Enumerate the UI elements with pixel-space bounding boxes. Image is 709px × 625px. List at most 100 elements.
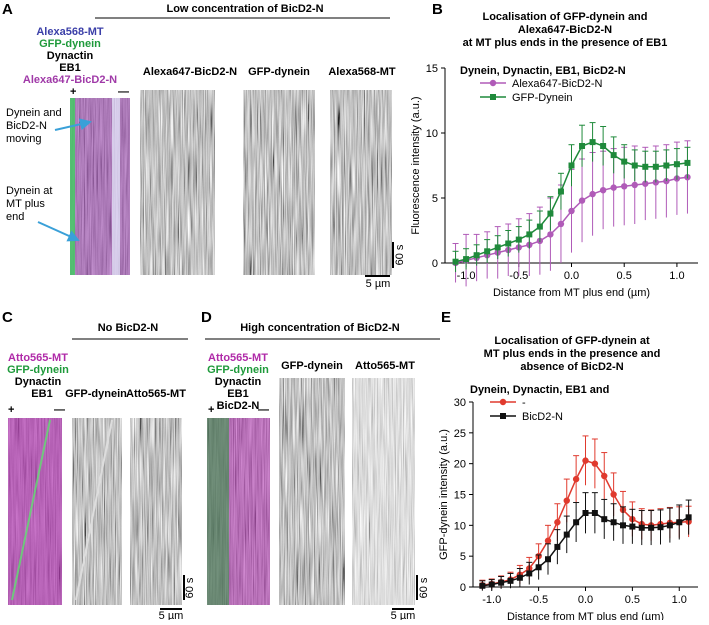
column-label: GFP-dynein (248, 66, 310, 78)
y-tick-label: 5 (460, 551, 466, 563)
kymograph-overlay (352, 378, 415, 605)
point (663, 162, 670, 169)
legend-title: Dynein, Dynactin, EB1 and (470, 384, 609, 396)
annotation: MT plus (6, 198, 45, 210)
annotation: end (6, 211, 24, 223)
point (684, 159, 691, 166)
point (479, 582, 486, 589)
point (484, 248, 491, 255)
y-tick-label: 25 (454, 428, 466, 440)
point (610, 152, 617, 159)
point (505, 240, 512, 247)
point (591, 510, 598, 516)
point (498, 579, 505, 586)
point (494, 244, 501, 251)
point (589, 139, 596, 146)
channel-label: EB1 (31, 388, 52, 400)
point (557, 220, 565, 228)
channel-label: GFP-dynein (207, 364, 269, 376)
point (554, 519, 561, 526)
column-label: Alexa647-BicD2-N (143, 66, 237, 78)
chart-title: Localisation of GFP-dynein and (482, 11, 647, 23)
y-tick-label: 15 (454, 490, 466, 502)
y-tick-label: 20 (454, 459, 466, 471)
length-scale: 5 µm (366, 278, 391, 290)
kymograph-overlay (112, 98, 120, 275)
point (516, 574, 523, 581)
point (547, 210, 554, 217)
point (673, 161, 680, 168)
point (620, 522, 626, 529)
length-scale: 5 µm (391, 610, 416, 620)
x-tick-label: -1.0 (482, 594, 501, 606)
channel-label: Alexa647-BicD2-N (23, 74, 117, 86)
panel-letter: E (441, 309, 451, 326)
column-label: Atto565-MT (355, 360, 415, 372)
panel-header: High concentration of BicD2-N (240, 322, 400, 334)
annotation: BicD2-N (6, 120, 47, 132)
channel-label: Dynactin (15, 376, 62, 388)
arrow (37, 221, 80, 242)
time-scale: 60 s (418, 577, 430, 598)
chart-title: Localisation of GFP-dynein at (494, 335, 650, 347)
point (610, 519, 617, 526)
legend-marker (489, 79, 497, 87)
chart-title: MT plus ends in the presence and (484, 348, 661, 360)
kymographs-a (70, 90, 392, 275)
channel-label: Atto565-MT (8, 352, 68, 364)
arrow (54, 118, 92, 131)
point (554, 543, 561, 550)
point (452, 258, 459, 265)
x-tick-label: 0.5 (617, 270, 632, 282)
kymograph-overlay (70, 98, 75, 275)
point (515, 236, 522, 243)
point (557, 188, 564, 195)
point (563, 497, 570, 504)
y-tick-label: 10 (454, 520, 466, 532)
point (507, 577, 514, 584)
x-axis-label: Distance from MT plus end (µm) (493, 287, 650, 299)
column-label: Atto565-MT (126, 388, 186, 400)
kymographs-c (8, 418, 182, 605)
point (591, 460, 599, 467)
kymographs-d (207, 378, 415, 605)
legend-label: - (522, 397, 526, 409)
point (579, 143, 586, 149)
kymograph (279, 378, 345, 605)
point (589, 190, 596, 198)
chart-title: absence of BicD2-N (520, 361, 623, 373)
plus-end: + (8, 404, 14, 416)
y-tick-label: 5 (432, 193, 438, 205)
point (642, 163, 649, 170)
legend-marker (490, 94, 496, 100)
x-tick-label: 1.0 (672, 594, 687, 606)
x-tick-label: 0.5 (625, 594, 640, 606)
annotation: Dynein at (6, 185, 52, 197)
x-tick-label: 1.0 (669, 270, 684, 282)
point (676, 519, 683, 526)
legend-title: Dynein, Dynactin, EB1, BicD2-N (460, 65, 626, 77)
channel-label: Dynactin (215, 376, 262, 388)
y-tick-label: 15 (426, 63, 438, 75)
point (610, 184, 617, 191)
y-axis-label: GFP-dynein intensity (a.u.) (438, 429, 450, 560)
kymograph-overlay (75, 419, 113, 601)
annotation: moving (6, 133, 41, 145)
point (526, 231, 533, 238)
point (578, 197, 586, 204)
point (601, 472, 608, 480)
x-axis-label: Distance from MT plus end (µm) (507, 611, 664, 620)
point (601, 516, 608, 523)
plus-end: + (70, 86, 76, 98)
panel-letter: D (201, 309, 212, 326)
y-tick-label: 10 (426, 128, 438, 140)
panel-letter: C (2, 309, 13, 326)
channel-label: BicD2-N (217, 400, 260, 412)
panel-letter: A (2, 1, 13, 18)
y-axis-label: Fluorescence intensity (a.u.) (410, 96, 422, 234)
panel-header: Low concentration of BicD2-N (166, 3, 323, 15)
channel-label: EB1 (59, 62, 80, 74)
point (547, 231, 554, 238)
time-scale: 60 s (184, 577, 196, 598)
